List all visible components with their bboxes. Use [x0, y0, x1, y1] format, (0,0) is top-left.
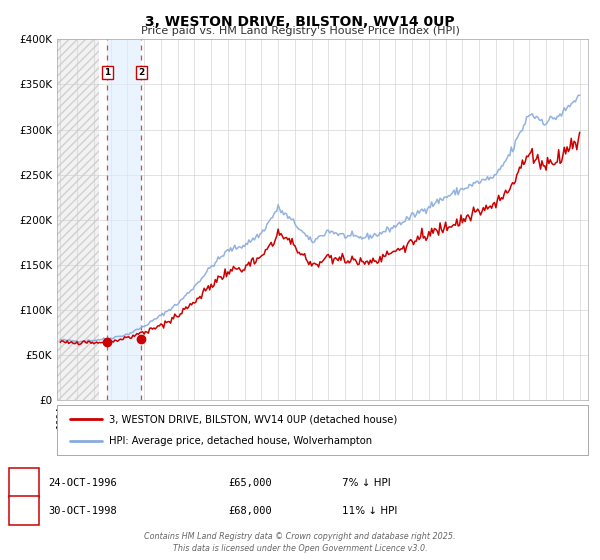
- Text: 1: 1: [20, 478, 28, 488]
- Text: Price paid vs. HM Land Registry's House Price Index (HPI): Price paid vs. HM Land Registry's House …: [140, 26, 460, 36]
- Text: 24-OCT-1996: 24-OCT-1996: [48, 478, 117, 488]
- Text: 30-OCT-1998: 30-OCT-1998: [48, 506, 117, 516]
- Text: 3, WESTON DRIVE, BILSTON, WV14 0UP (detached house): 3, WESTON DRIVE, BILSTON, WV14 0UP (deta…: [109, 414, 397, 424]
- Text: £68,000: £68,000: [228, 506, 272, 516]
- Text: 11% ↓ HPI: 11% ↓ HPI: [342, 506, 397, 516]
- Text: 1: 1: [104, 68, 110, 77]
- Bar: [57, 39, 99, 400]
- Bar: [107, 39, 141, 400]
- Text: HPI: Average price, detached house, Wolverhampton: HPI: Average price, detached house, Wolv…: [109, 436, 371, 446]
- Text: 3, WESTON DRIVE, BILSTON, WV14 0UP: 3, WESTON DRIVE, BILSTON, WV14 0UP: [145, 15, 455, 29]
- Text: Contains HM Land Registry data © Crown copyright and database right 2025.
This d: Contains HM Land Registry data © Crown c…: [144, 532, 456, 553]
- Text: 2: 2: [138, 68, 145, 77]
- Text: 7% ↓ HPI: 7% ↓ HPI: [342, 478, 391, 488]
- Text: £65,000: £65,000: [228, 478, 272, 488]
- Text: 2: 2: [20, 506, 28, 516]
